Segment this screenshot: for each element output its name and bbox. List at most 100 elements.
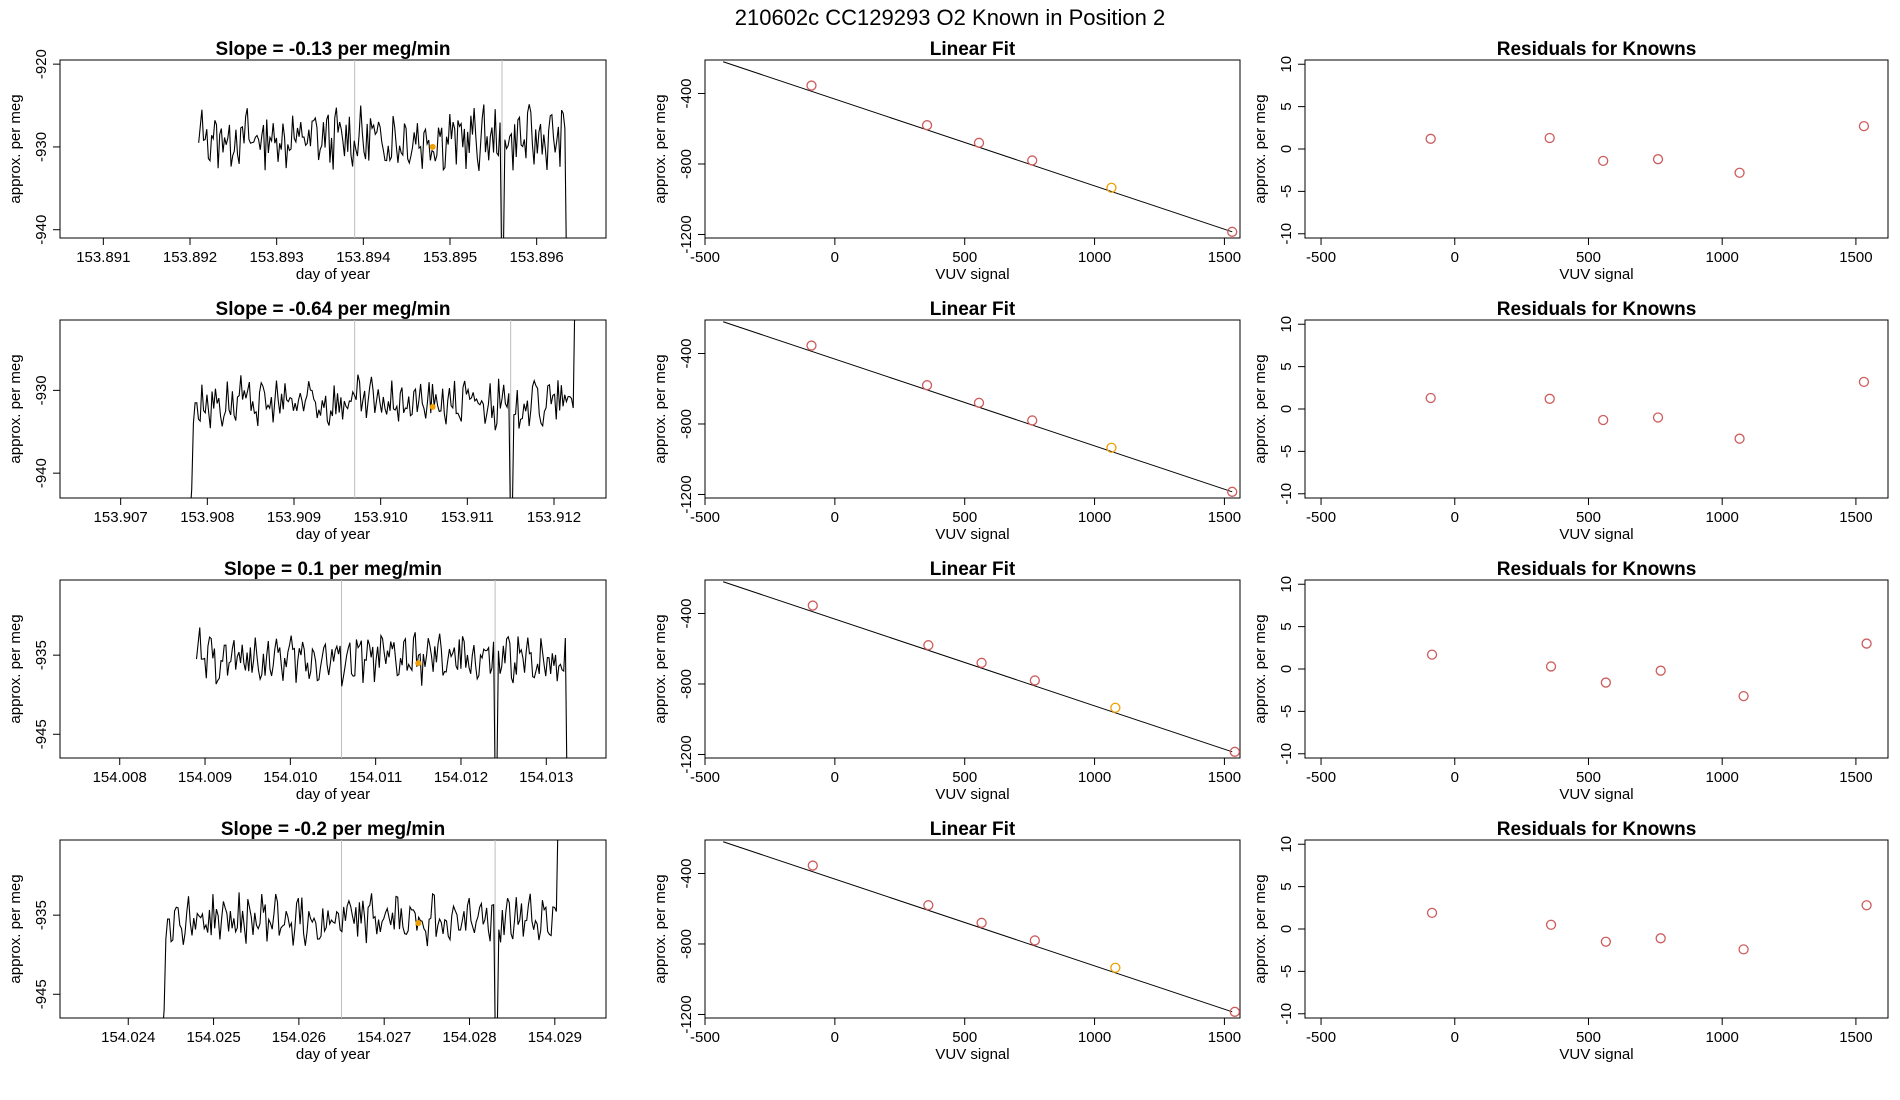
data-point bbox=[1027, 155, 1038, 166]
chart-title: Slope = -0.13 per meg/min bbox=[216, 39, 451, 60]
data-point bbox=[1106, 442, 1117, 453]
y-tick-label: -1200 bbox=[678, 215, 695, 253]
plot-frame bbox=[1304, 59, 1889, 239]
data-point bbox=[1858, 120, 1870, 132]
x-tick-label: 0 bbox=[1451, 249, 1459, 266]
y-axis-label: approx. per meg bbox=[7, 614, 24, 723]
data-point bbox=[1227, 226, 1238, 237]
chart-panel-5: Linear Fit -500 0 500 1000 1500 VUV signal -400… bbox=[652, 299, 1241, 543]
x-tick-label: 1500 bbox=[1839, 769, 1872, 786]
x-tick-label: 154.025 bbox=[186, 1029, 240, 1046]
x-axis-label: VUV signal bbox=[935, 526, 1009, 543]
data-point bbox=[807, 600, 818, 611]
x-tick-label: 1000 bbox=[1706, 249, 1739, 266]
x-axis: -500 0 500 1000 1500 bbox=[1306, 237, 1873, 266]
data-point bbox=[1544, 132, 1555, 144]
y-tick-label: 0 bbox=[1278, 145, 1295, 153]
series-line bbox=[198, 104, 567, 238]
x-axis-label: VUV signal bbox=[935, 786, 1009, 803]
highlight-point bbox=[415, 920, 422, 927]
y-axis-label: approx. per meg bbox=[1252, 874, 1269, 983]
chart-title: Linear Fit bbox=[930, 559, 1016, 580]
y-axis: -400 -800 -1200 bbox=[678, 598, 705, 774]
y-tick-label: -5 bbox=[1278, 445, 1295, 458]
y-tick-label: -945 bbox=[33, 979, 50, 1009]
chart-panel-3: Residuals for Knowns -500 0 500 1000 1500 VUV … bbox=[1252, 39, 1889, 283]
y-tick-label: -400 bbox=[678, 858, 695, 888]
y-tick-label: -940 bbox=[33, 215, 50, 245]
data-point bbox=[1545, 919, 1557, 930]
y-tick-label: -800 bbox=[678, 409, 695, 439]
x-tick-label: 0 bbox=[831, 509, 839, 526]
x-tick-label: 500 bbox=[952, 1029, 977, 1046]
y-tick-label: -935 bbox=[33, 900, 50, 930]
highlight-point bbox=[429, 403, 436, 410]
series-line bbox=[190, 320, 576, 498]
x-axis-label: VUV signal bbox=[935, 1046, 1009, 1063]
y-tick-label: -940 bbox=[33, 458, 50, 488]
x-tick-label: 154.011 bbox=[349, 769, 402, 786]
x-tick-label: -500 bbox=[690, 769, 720, 786]
chart-title: Residuals for Knowns bbox=[1497, 819, 1697, 840]
highlight-point bbox=[415, 660, 422, 667]
y-tick-label: -800 bbox=[678, 929, 695, 959]
data-point bbox=[1110, 962, 1121, 973]
data-point bbox=[976, 917, 987, 928]
x-axis: -500 0 500 1000 1500 bbox=[690, 757, 1241, 786]
y-tick-label: -1200 bbox=[678, 995, 695, 1033]
x-tick-label: 153.891 bbox=[76, 249, 130, 266]
x-tick-label: 153.907 bbox=[94, 509, 148, 526]
data-point bbox=[1227, 486, 1238, 497]
x-tick-label: 153.911 bbox=[441, 509, 494, 526]
x-tick-label: 154.024 bbox=[101, 1029, 155, 1046]
data-point bbox=[1598, 414, 1609, 426]
y-tick-label: 5 bbox=[1278, 622, 1295, 630]
x-tick-label: 500 bbox=[1576, 509, 1601, 526]
data-point bbox=[1598, 155, 1609, 167]
x-tick-label: 1500 bbox=[1208, 769, 1241, 786]
y-axis-label: approx. per meg bbox=[652, 94, 669, 203]
x-tick-label: 0 bbox=[831, 769, 839, 786]
y-tick-label: -5 bbox=[1278, 185, 1295, 198]
y-tick-label: 10 bbox=[1278, 56, 1295, 73]
y-axis: -400 -800 -1200 bbox=[678, 78, 705, 254]
x-axis: -500 0 500 1000 1500 bbox=[1306, 497, 1873, 526]
x-tick-label: 1000 bbox=[1706, 509, 1739, 526]
plot-frame bbox=[1304, 839, 1889, 1019]
x-axis-label: VUV signal bbox=[935, 266, 1009, 283]
y-tick-label: 0 bbox=[1278, 405, 1295, 413]
x-tick-label: 153.908 bbox=[180, 509, 234, 526]
x-tick-label: 154.009 bbox=[178, 769, 232, 786]
data-point bbox=[1029, 935, 1040, 946]
y-axis-label: approx. per meg bbox=[652, 354, 669, 463]
series-line bbox=[195, 627, 568, 758]
plot-frame bbox=[704, 839, 1241, 1019]
data-point bbox=[1545, 661, 1557, 672]
x-tick-label: 1500 bbox=[1839, 249, 1872, 266]
x-axis: 154.008 154.009 154.010 154.011 154.012 154.0… bbox=[93, 757, 573, 786]
x-tick-label: 154.028 bbox=[442, 1029, 496, 1046]
y-axis: -920 -930 -940 bbox=[33, 49, 60, 245]
chart-title: Linear Fit bbox=[930, 819, 1016, 840]
x-tick-label: 154.026 bbox=[272, 1029, 326, 1046]
chart-panel-9: Residuals for Knowns -500 0 500 1000 1500 VUV … bbox=[1252, 559, 1889, 803]
y-tick-label: 10 bbox=[1278, 316, 1295, 333]
x-tick-label: 1000 bbox=[1078, 249, 1111, 266]
y-tick-label: -800 bbox=[678, 149, 695, 179]
data-point bbox=[976, 657, 987, 668]
y-axis: 10 5 0 -5 -10 bbox=[1278, 56, 1305, 245]
plot-frame bbox=[1304, 579, 1889, 759]
x-tick-label: 1000 bbox=[1706, 769, 1739, 786]
x-tick-label: 153.896 bbox=[510, 249, 564, 266]
x-tick-label: 153.910 bbox=[354, 509, 408, 526]
y-axis-label: approx. per meg bbox=[652, 614, 669, 723]
x-tick-label: 500 bbox=[1576, 249, 1601, 266]
plot-area bbox=[723, 321, 1238, 497]
chart-panel-6: Residuals for Knowns -500 0 500 1000 1500 VUV … bbox=[1252, 299, 1889, 543]
data-point bbox=[1110, 702, 1121, 713]
x-tick-label: 500 bbox=[1576, 1029, 1601, 1046]
plot-area bbox=[190, 320, 576, 498]
y-axis-label: approx. per meg bbox=[1252, 614, 1269, 723]
